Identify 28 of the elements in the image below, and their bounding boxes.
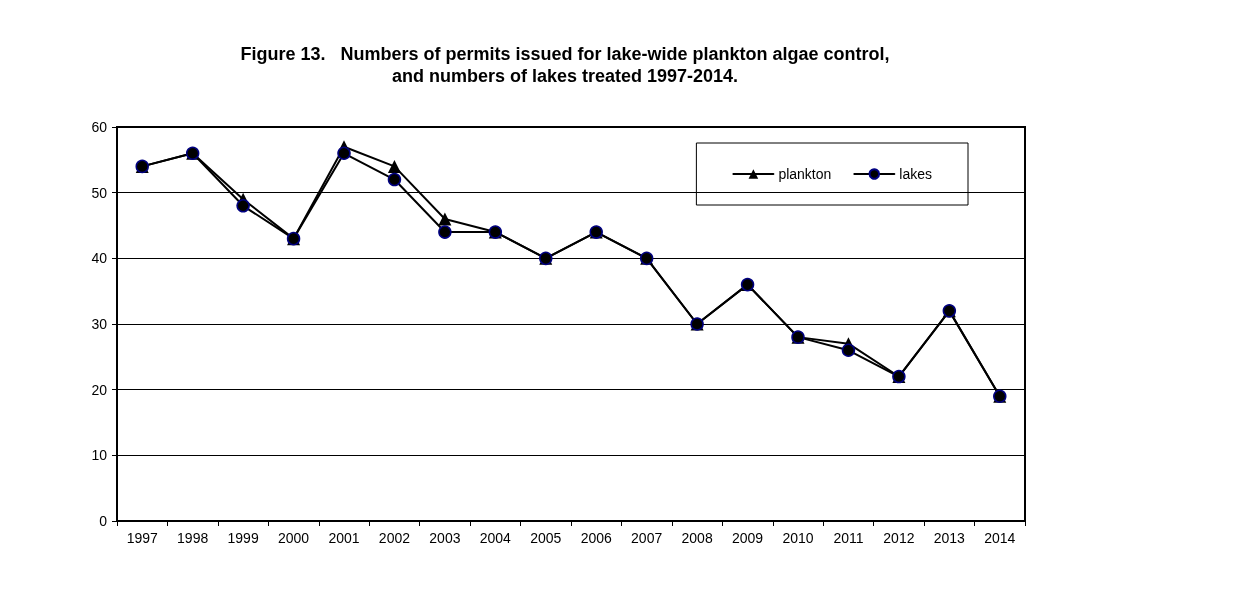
y-tick-label: 0 [99, 513, 108, 529]
x-tick-label: 2008 [681, 530, 713, 546]
x-tick-label: 2012 [883, 530, 915, 546]
legend-label: plankton [778, 166, 832, 182]
y-tick-label: 10 [91, 447, 108, 464]
chart-title: Figure 13. Numbers of permits issued for lake-wide plankton algae control, and numbers of lakes treated 1997-2014. [240, 44, 890, 86]
x-tick-label: 2014 [984, 530, 1016, 546]
x-tick-label: 2000 [277, 530, 310, 546]
x-tick-label: 2007 [631, 530, 663, 546]
x-tick-label: 2002 [378, 530, 411, 546]
x-tick-label: 1997 [126, 530, 158, 546]
x-tick-label: 2005 [530, 530, 562, 546]
y-tick-label: 20 [91, 381, 108, 398]
x-tick-label: 2004 [479, 530, 512, 546]
x-tick-label: 2009 [731, 530, 764, 546]
y-tick-label: 30 [91, 316, 108, 332]
x-tick-label: 2011 [833, 530, 864, 546]
x-tick-label: 2003 [429, 530, 461, 546]
x-tick-label: 2010 [782, 530, 814, 546]
x-tick-label: 2001 [328, 530, 360, 546]
x-tick-label: 2006 [580, 530, 612, 546]
y-tick-label: 50 [91, 184, 108, 201]
x-tick-label: 1998 [177, 530, 209, 546]
x-tick-label: 1999 [227, 530, 259, 546]
y-tick-label: 40 [91, 250, 108, 267]
legend-label: lakes [899, 166, 932, 182]
x-tick-label: 2013 [933, 530, 966, 546]
y-tick-label: 60 [91, 119, 108, 135]
